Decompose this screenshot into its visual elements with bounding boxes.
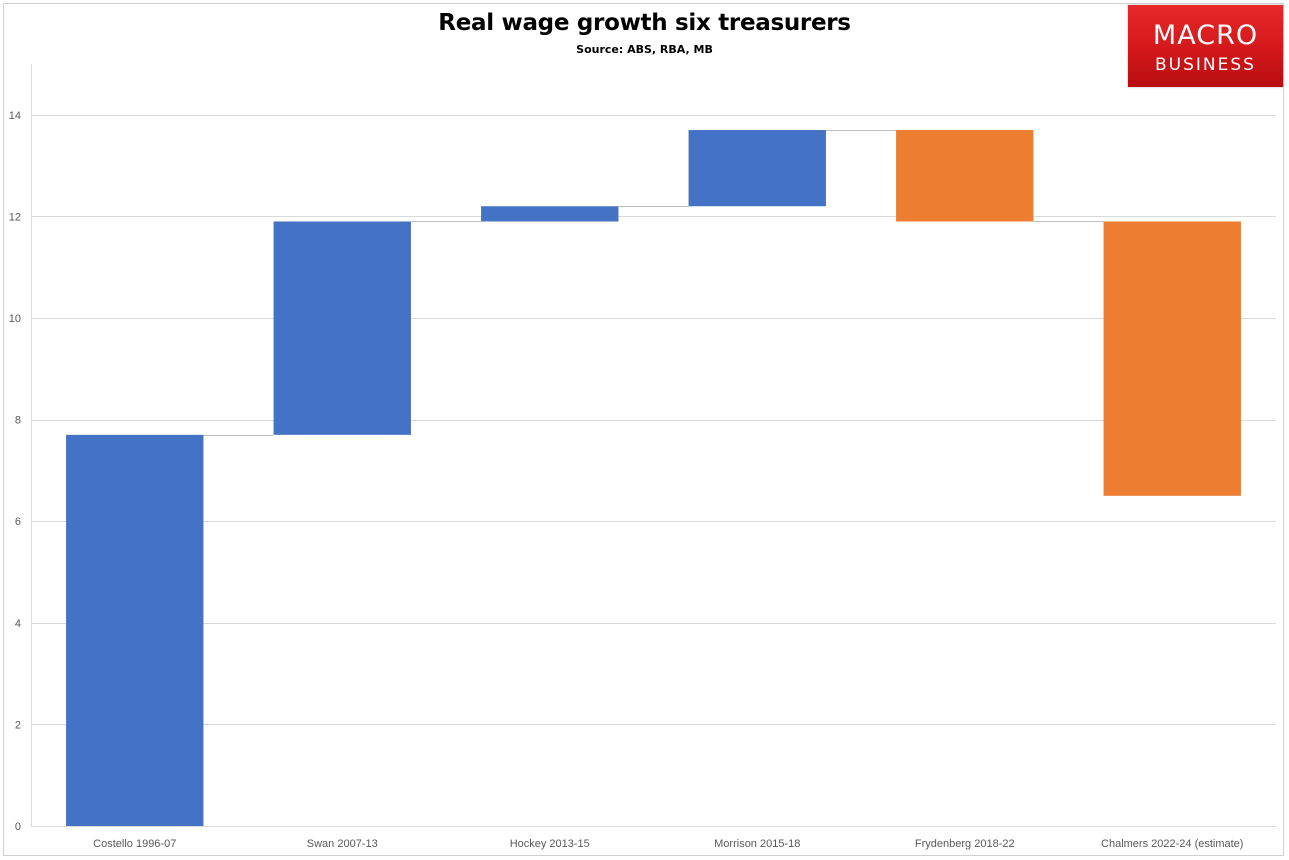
bar-increase xyxy=(273,221,411,435)
x-tick-label: Chalmers 2022-24 (estimate) xyxy=(1101,838,1243,850)
y-tick-label: 6 xyxy=(15,516,21,528)
y-tick-label: 10 xyxy=(9,313,21,325)
y-tick-label: 2 xyxy=(15,719,21,731)
y-tick-label: 14 xyxy=(9,110,21,122)
chart-frame xyxy=(3,3,1284,856)
x-tick-label: Morrison 2015-18 xyxy=(714,838,800,850)
x-tick-label: Swan 2007-13 xyxy=(307,838,378,850)
bar-increase xyxy=(688,130,826,207)
chart-title: Real wage growth six treasurers xyxy=(438,10,851,36)
x-tick-label: Hockey 2013-15 xyxy=(510,838,590,850)
bar-decrease xyxy=(896,130,1034,222)
x-tick-label: Frydenberg 2018-22 xyxy=(915,838,1015,850)
y-tick-label: 0 xyxy=(15,821,21,833)
y-tick-label: 12 xyxy=(9,211,21,223)
bar-increase xyxy=(481,206,619,222)
x-tick-label: Costello 1996-07 xyxy=(93,838,176,850)
macrobusiness-logo: MACRO BUSINESS xyxy=(1128,5,1283,87)
logo-text-top: MACRO xyxy=(1152,20,1259,51)
y-tick-label: 8 xyxy=(15,415,21,427)
chart-subtitle: Source: ABS, RBA, MB xyxy=(576,43,713,56)
bar-increase xyxy=(66,434,204,826)
y-tick-label: 4 xyxy=(15,618,21,630)
bar-decrease xyxy=(1103,221,1241,496)
logo-text-bottom: BUSINESS xyxy=(1155,55,1256,75)
